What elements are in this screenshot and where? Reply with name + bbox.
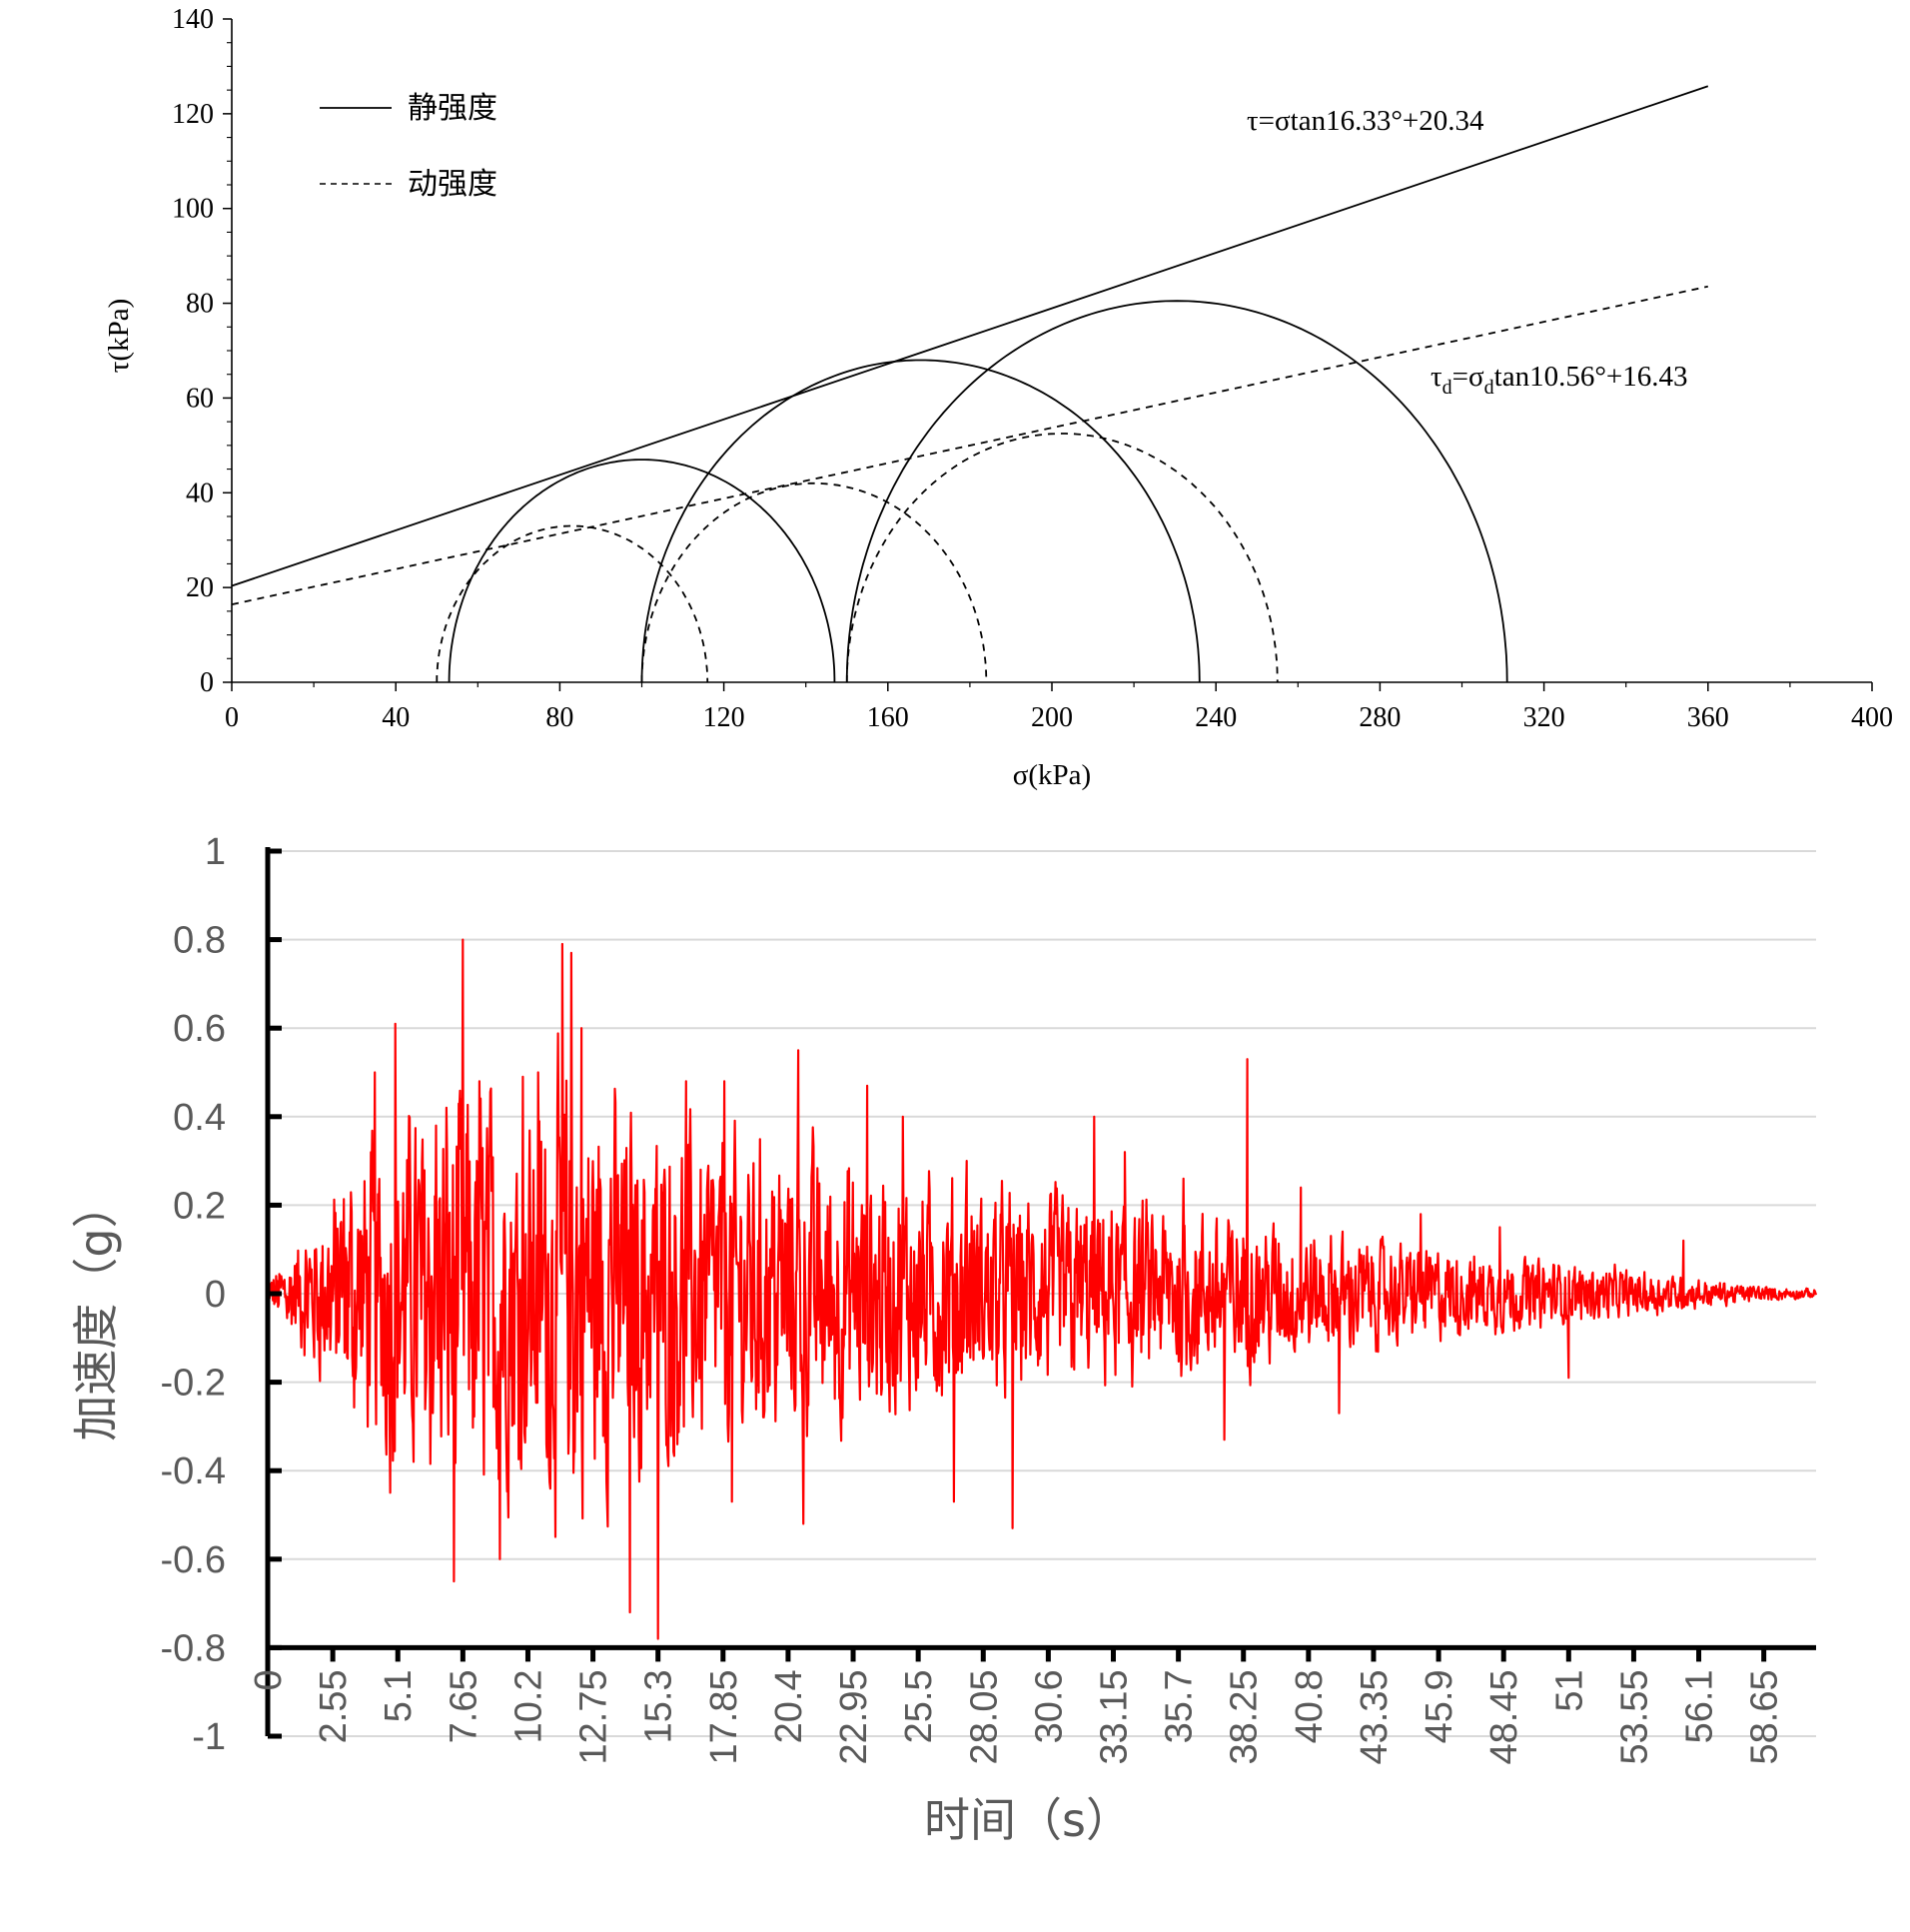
acc-x-tick-label: 53.55 [1613, 1669, 1655, 1764]
dyn-eq-mid: =σ [1452, 361, 1484, 393]
acc-y-tick-label: 0.8 [173, 920, 226, 962]
acc-x-tick-label: 0 [248, 1669, 290, 1690]
mohr-x-tick-label: 120 [703, 702, 745, 733]
acc-x-tick-label: 15.3 [638, 1669, 680, 1743]
acc-x-tick-label: 12.75 [573, 1669, 615, 1764]
acc-x-tick-label: 45.9 [1419, 1669, 1460, 1743]
acc-x-tick-label: 17.85 [703, 1669, 745, 1764]
mohr-x-tick-label: 320 [1523, 702, 1565, 733]
static-strength-equation: τ=σtan16.33°+20.34 [1247, 105, 1484, 137]
acc-x-tick-label: 33.15 [1093, 1669, 1135, 1764]
mohr-x-tick-label: 0 [225, 702, 239, 733]
acc-y-tick-label: -1 [192, 1716, 226, 1758]
acc-x-tick-label: 28.05 [963, 1669, 1005, 1764]
mohr-x-tick-label: 240 [1195, 702, 1237, 733]
acc-x-tick-label: 25.5 [898, 1669, 940, 1743]
mohr-x-tick-label: 200 [1031, 702, 1073, 733]
mohr-y-tick-label: 120 [172, 99, 214, 130]
acc-y-tick-label: 0.4 [173, 1097, 226, 1139]
dynamic-strength-line [231, 285, 1708, 605]
mohr-strength-lines [231, 85, 1709, 605]
acc-y-tick-label: 1 [205, 831, 226, 873]
dyn-eq-sub2: d [1484, 377, 1494, 399]
legend-dashed-label: 动强度 [408, 167, 497, 202]
acc-x-tick-labels: 0 2.55 5.1 7.65 10.2 12.75 15.3 17.85 20.4 22.95 2… [248, 1669, 1786, 1764]
mohr-y-axis-title: τ(kPa) [103, 299, 135, 373]
dyn-eq-sub1: d [1442, 377, 1452, 399]
acc-y-tick-label: 0.2 [173, 1185, 226, 1227]
dyn-eq-suffix: tan10.56°+16.43 [1494, 361, 1688, 393]
static-strength-line [231, 85, 1709, 587]
acc-y-tick-label: -0.4 [161, 1450, 226, 1492]
dyn-eq-tau: τ [1431, 361, 1442, 393]
acc-y-tick-label: -0.2 [161, 1363, 226, 1405]
mohr-x-tick-label: 160 [867, 702, 909, 733]
mohr-y-tick-label: 140 [172, 4, 214, 35]
acc-x-tick-label: 51 [1548, 1669, 1590, 1711]
acc-y-tick-label: -0.8 [161, 1627, 226, 1669]
acc-y-tick-label: 0.6 [173, 1008, 226, 1050]
acc-x-tick-label: 30.6 [1028, 1669, 1070, 1743]
legend-solid-label: 静强度 [408, 91, 497, 126]
acceleration-series-line [266, 938, 1818, 1640]
acc-y-tick-label: 0 [205, 1274, 226, 1316]
mohr-x-tick-label: 80 [545, 702, 573, 733]
acc-x-tick-label: 22.95 [833, 1669, 875, 1764]
mohr-y-tick-label: 80 [186, 289, 214, 320]
mohr-y-tick-label: 40 [186, 478, 214, 508]
acc-axes [265, 847, 1816, 1739]
mohr-x-tick-label: 400 [1851, 702, 1893, 733]
acc-x-tick-label: 2.55 [313, 1669, 355, 1743]
static-mohr-circle [845, 300, 1508, 683]
acc-x-tick-label: 20.4 [768, 1669, 810, 1743]
acc-x-tick-label: 7.65 [443, 1669, 484, 1743]
mohr-circle-chart: 0 40 80 120 160 200 240 280 320 360 400 0 20 40 60 80 10… [103, 4, 1893, 791]
mohr-axes-ticks: 0 40 80 120 160 200 240 280 320 360 400 0 20 40 60 80 10… [172, 4, 1893, 733]
mohr-legend: 静强度 动强度 [320, 91, 497, 202]
acc-y-axis-title: 加速度（g） [69, 1182, 123, 1441]
acc-y-tick-labels: 1 0.8 0.6 0.4 0.2 0 -0.2 -0.4 -0.6 -0.8 -1 [161, 831, 226, 1758]
acc-y-tick-label: -0.6 [161, 1539, 226, 1581]
acceleration-time-chart: 1 0.8 0.6 0.4 0.2 0 -0.2 -0.4 -0.6 -0.8 -1 0 2.55 5.… [69, 831, 1818, 1847]
acc-x-tick-label: 58.65 [1744, 1669, 1786, 1764]
mohr-x-tick-label: 360 [1687, 702, 1729, 733]
mohr-y-tick-label: 100 [172, 194, 214, 225]
acc-x-tick-label: 43.35 [1354, 1669, 1396, 1764]
acc-x-tick-label: 48.45 [1483, 1669, 1525, 1764]
acc-x-axis-title: 时间（s） [924, 1793, 1132, 1847]
dynamic-mohr-circle [845, 433, 1279, 683]
acc-x-tick-label: 56.1 [1679, 1669, 1721, 1743]
dynamic-mohr-circle [436, 524, 709, 682]
acc-x-tick-label: 40.8 [1289, 1669, 1331, 1743]
mohr-x-tick-label: 280 [1359, 702, 1401, 733]
static-mohr-circle [448, 459, 836, 682]
mohr-circles [436, 300, 1508, 683]
mohr-y-tick-label: 0 [200, 667, 214, 698]
acc-x-tick-label: 35.7 [1159, 1669, 1201, 1743]
acc-x-tick-label: 5.1 [378, 1669, 420, 1722]
acc-x-tick-label: 38.25 [1224, 1669, 1266, 1764]
mohr-y-tick-label: 20 [186, 572, 214, 603]
acc-x-tick-label: 10.2 [507, 1669, 549, 1743]
static-mohr-circle [640, 359, 1201, 683]
mohr-x-axis-title: σ(kPa) [1013, 759, 1091, 791]
dynamic-mohr-circle [640, 482, 988, 682]
dynamic-strength-equation: τd=σdtan10.56°+16.43 [1431, 361, 1688, 399]
mohr-y-tick-label: 60 [186, 383, 214, 414]
mohr-x-tick-label: 40 [382, 702, 410, 733]
